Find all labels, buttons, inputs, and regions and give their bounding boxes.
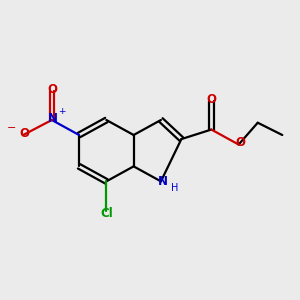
Text: O: O xyxy=(47,83,57,96)
Text: +: + xyxy=(58,107,66,116)
Text: O: O xyxy=(20,127,29,140)
Text: O: O xyxy=(206,93,216,106)
Text: H: H xyxy=(171,183,179,193)
Text: N: N xyxy=(48,112,58,125)
Text: O: O xyxy=(235,136,245,149)
Text: Cl: Cl xyxy=(100,207,113,220)
Text: −: − xyxy=(7,123,16,133)
Text: N: N xyxy=(158,175,168,188)
